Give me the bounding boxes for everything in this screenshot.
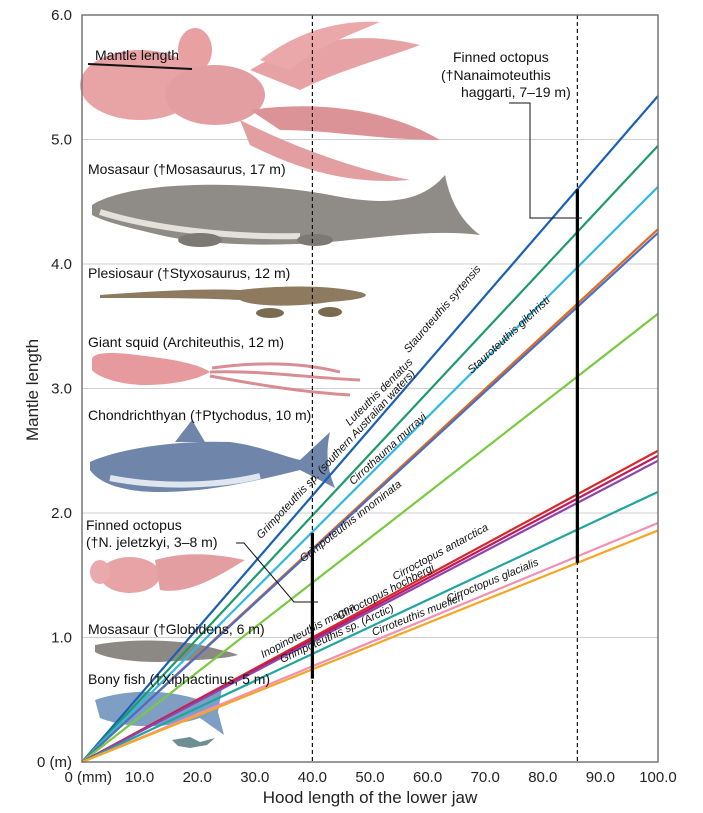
series-line-5 [81, 232, 659, 763]
y-tick-label: 2.0 [51, 505, 72, 522]
species-label-4: Stauroteuthis gilchristi [466, 294, 554, 376]
x-tick-label: 10.0 [125, 769, 154, 786]
giant-squid-illustration [92, 353, 361, 397]
finned-octopus-large-label-2: (†Nanaimoteuthis [441, 67, 551, 83]
animal-illustrations [80, 21, 480, 748]
grid-lines [82, 139, 658, 638]
bony-fish-label: Bony fish (†Xiphactinus, 5 m) [88, 671, 270, 687]
x-tick-label: 20.0 [183, 769, 212, 786]
axes [81, 14, 659, 763]
series-line-9 [81, 459, 659, 763]
chondrichthyan-label: Chondrichthyan (†Ptychodus, 10 m) [88, 407, 311, 423]
mosasaur-small-illustration [95, 640, 238, 662]
x-tick-label: 60.0 [413, 769, 442, 786]
y-tick-label: 1.0 [51, 630, 72, 647]
reference-lines [310, 15, 579, 762]
series-line-2 [81, 144, 659, 763]
species-label-1: Stauroteuthis syrtensis [402, 263, 484, 355]
giant-squid-label: Giant squid (Architeuthis, 12 m) [88, 334, 284, 350]
finned-octopus-small-illustration [90, 554, 245, 593]
finned-octopus-large-label-3: haggarti, 7–19 m) [461, 84, 571, 100]
x-axis-title: Hood length of the lower jaw [263, 788, 478, 807]
x-tick-label: 70.0 [471, 769, 500, 786]
finned-octopus-small-pointer [236, 542, 318, 603]
mantle-length-label: Mantle length [95, 47, 179, 63]
series-line-1 [81, 95, 659, 763]
series-line-12 [81, 529, 659, 764]
finned-octopus-large-pointer [509, 102, 582, 219]
y-tick-label: 4.0 [51, 256, 72, 273]
x-tick-label: 90.0 [586, 769, 615, 786]
y-tick-label: 3.0 [51, 381, 72, 398]
x-tick-label: 0 (mm) [65, 769, 113, 786]
plot-frame [81, 14, 659, 763]
finned-octopus-small-label-1: Finned octopus [86, 517, 182, 533]
y-tick-label: 0 (m) [37, 754, 72, 771]
bony-fish-illustration [95, 688, 224, 735]
finned-octopus-small-label-2: (†N. jeletzkyi, 3–8 m) [86, 534, 217, 550]
mosasaur-large-illustration [92, 175, 480, 247]
plesiosaur-illustration [100, 286, 366, 318]
x-tick-label: 100.0 [639, 769, 677, 786]
x-tick-label: 30.0 [240, 769, 269, 786]
x-tick-label: 80.0 [528, 769, 557, 786]
y-tick-label: 5.0 [51, 132, 72, 149]
series-line-10 [81, 490, 659, 763]
x-tick-label: 40.0 [298, 769, 327, 786]
y-axis-title: Mantle length [23, 339, 42, 441]
series-line-6 [81, 312, 659, 763]
y-tick-label: 6.0 [51, 7, 72, 24]
mosasaur-large-label: Mosasaur (†Mosasaurus, 17 m) [88, 161, 286, 177]
shark-illustration [90, 420, 335, 492]
finned-octopus-large-illustration [80, 21, 440, 181]
animal-annotations: Mantle length Finned octopus (†Nanaimote… [86, 47, 582, 687]
tick-labels: 0 (m) 1.0 2.0 3.0 4.0 5.0 6.0 0 (mm) 10.0 20.0 30.… [37, 7, 677, 786]
series-lines [81, 95, 659, 764]
plesiosaur-label: Plesiosaur (†Styxosaurus, 12 m) [88, 265, 290, 281]
finned-octopus-large-label-1: Finned octopus [453, 49, 549, 65]
series-line-11 [81, 521, 659, 764]
mosasaur-small-label: Mosasaur (†Globidens, 6 m) [88, 621, 265, 637]
series-line-3 [81, 186, 659, 763]
x-tick-label: 50.0 [355, 769, 384, 786]
diver-illustration [172, 737, 215, 748]
mantle-length-arrow [87, 63, 193, 70]
